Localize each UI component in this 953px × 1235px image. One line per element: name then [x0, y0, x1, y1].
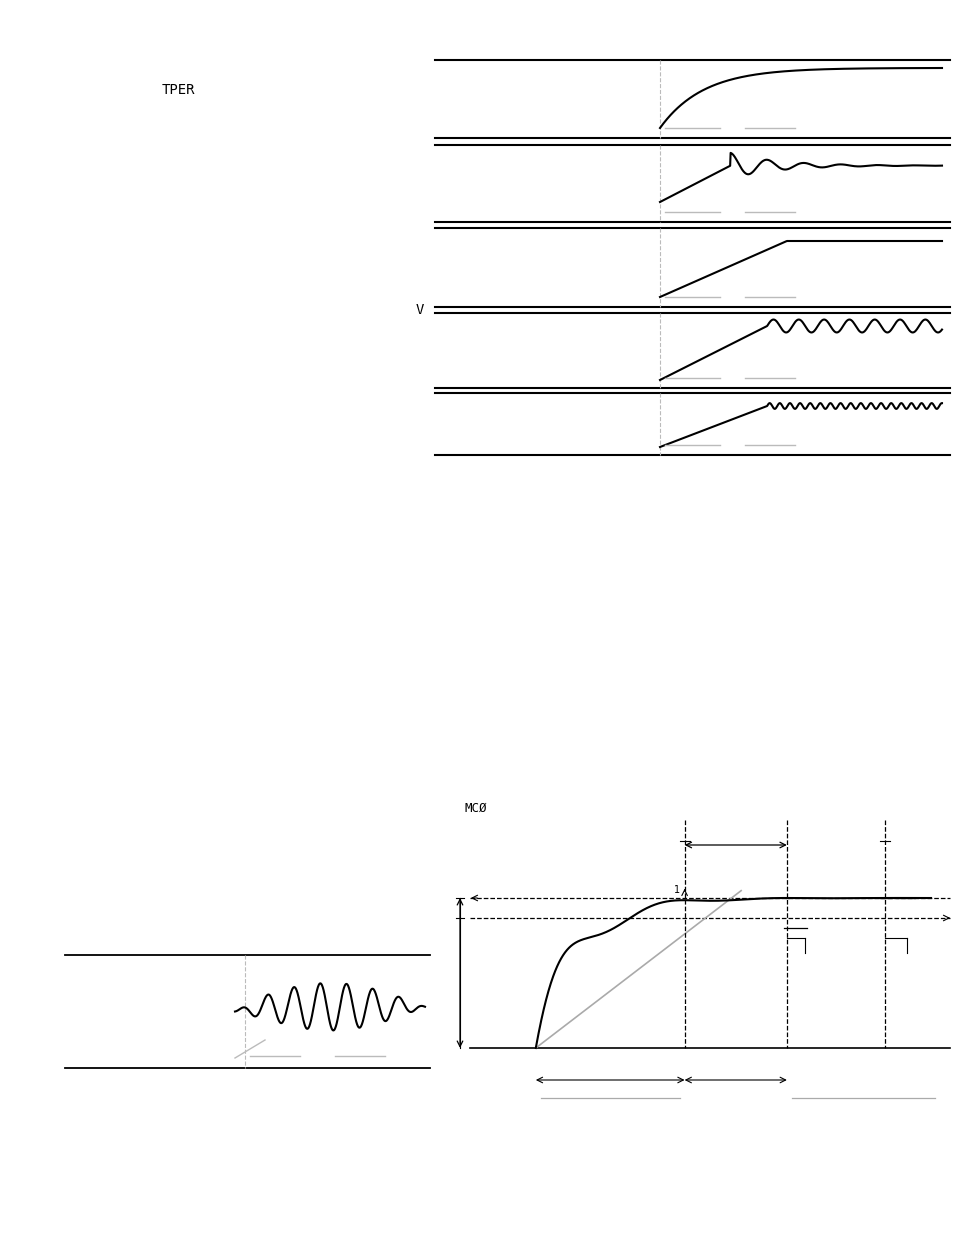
Text: 1: 1 — [673, 885, 679, 895]
Text: TPER: TPER — [161, 83, 194, 98]
Text: MCØ: MCØ — [464, 802, 487, 815]
Text: V: V — [416, 303, 424, 317]
